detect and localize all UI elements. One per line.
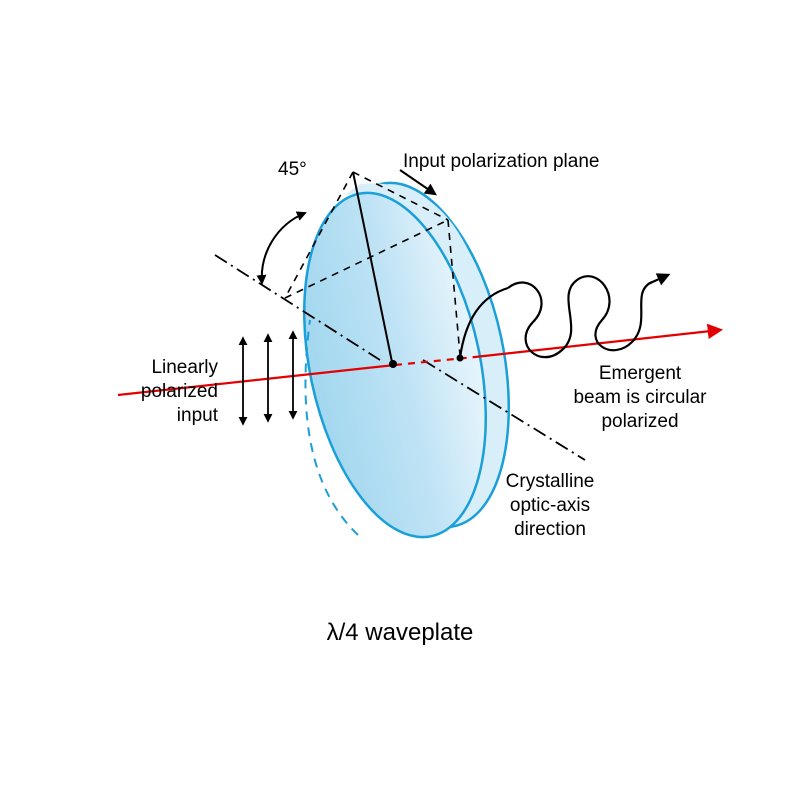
left-label: Linearly polarized input: [108, 356, 218, 427]
right-label-l1: Emergent: [599, 363, 681, 384]
right-label-l3: polarized: [601, 411, 678, 432]
axis-label-l1: Crystalline: [506, 471, 595, 492]
left-label-l2: polarized: [141, 381, 218, 402]
top-label: Input polarization plane: [403, 150, 599, 174]
diagram-title: λ/4 waveplate: [0, 618, 800, 648]
axis-label: Crystalline optic-axis direction: [490, 470, 610, 541]
angle-label: 45°: [278, 158, 307, 182]
left-label-l1: Linearly: [151, 357, 218, 378]
axis-label-l3: direction: [514, 519, 586, 540]
axis-label-l2: optic-axis: [510, 495, 590, 516]
left-label-l3: input: [177, 405, 218, 426]
right-label-l2: beam is circular: [573, 387, 706, 408]
right-label: Emergent beam is circular polarized: [555, 362, 725, 433]
input-polarization-arrows: [243, 332, 293, 424]
angle-arc: [262, 213, 305, 283]
